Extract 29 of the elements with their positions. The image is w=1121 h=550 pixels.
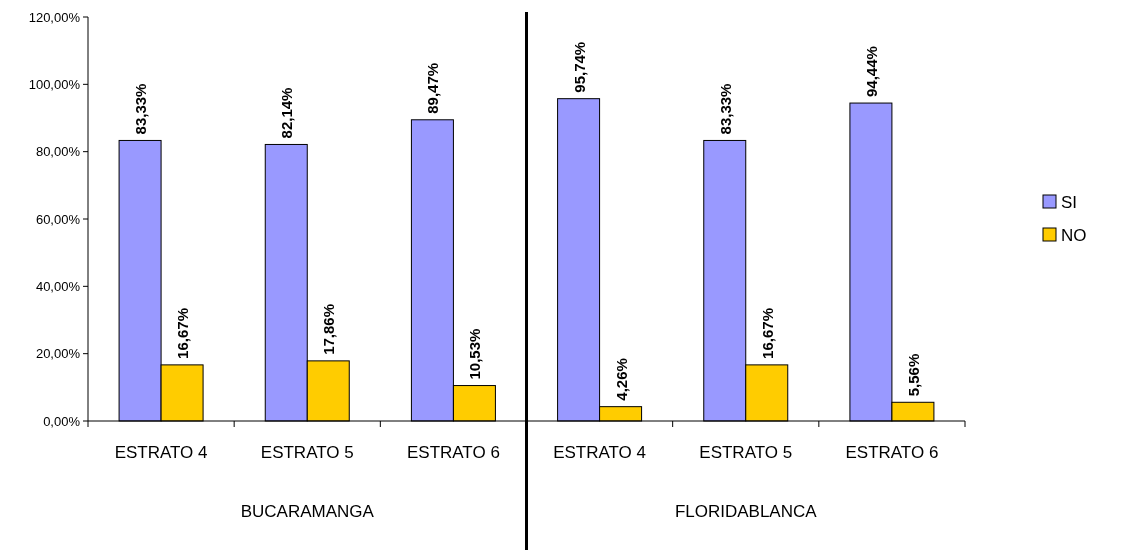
legend-label: NO [1061,225,1087,245]
data-label: 83,33% [716,83,734,135]
x-tick-label: ESTRATO 6 [406,443,500,462]
x-tick-label: ESTRATO 4 [114,443,208,462]
data-label: 82,14% [278,87,296,139]
y-tick-label: 80,00% [35,144,81,160]
data-label: 17,86% [320,304,338,355]
legend-label: SI [1061,192,1078,212]
x-tick-label: ESTRATO 4 [553,443,647,462]
data-label: 89,47% [424,62,442,114]
x-tick-label: ESTRATO 6 [845,443,939,462]
y-tick-label: 120,00% [28,9,81,25]
data-label: 94,44% [862,46,880,98]
y-tick-label: 60,00% [35,211,81,227]
y-tick-label: 40,00% [35,278,81,294]
y-tick-label: 0,00% [43,413,81,429]
data-label: 16,67% [174,308,192,359]
data-label: 16,67% [758,308,776,359]
data-label: 4,26% [612,358,630,401]
data-label: 10,53% [466,328,484,380]
data-label: 5,56% [904,353,922,397]
text: FLORIDABLANCA [674,502,818,521]
text: BUCARAMANGA [240,502,375,521]
data-label: 83,33% [132,83,150,135]
x-tick-label: ESTRATO 5 [260,443,354,462]
y-tick-label: 100,00% [28,76,81,92]
x-tick-label: ESTRATO 5 [699,443,793,462]
data-label: 95,74% [570,41,588,93]
y-tick-label: 20,00% [35,346,81,362]
